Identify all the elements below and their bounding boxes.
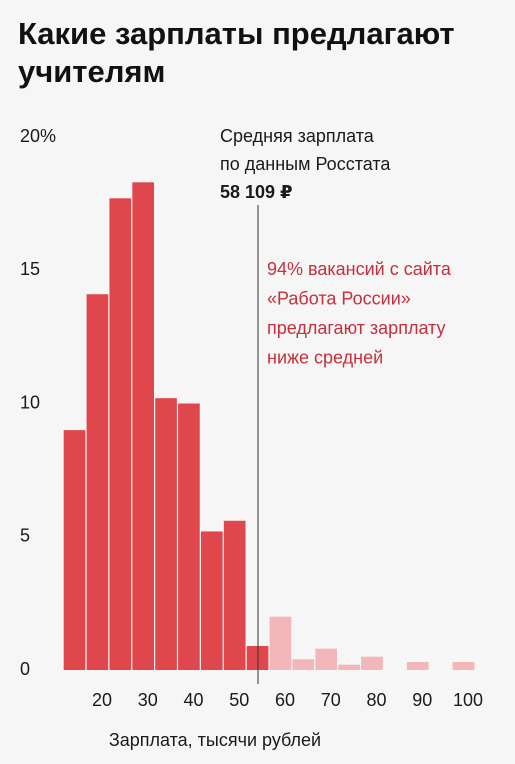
y-tick-label: 10: [20, 392, 40, 412]
x-tick-label: 60: [275, 690, 295, 710]
bar: [200, 531, 223, 670]
bar: [406, 662, 429, 670]
bar: [223, 520, 246, 670]
bar: [292, 659, 315, 670]
bar: [178, 403, 200, 670]
chart-title: Какие зарплаты предлагают: [18, 16, 455, 51]
bar: [315, 648, 338, 670]
y-tick-label: 5: [20, 526, 30, 546]
x-tick-label: 30: [138, 690, 158, 710]
x-axis-label: Зарплата, тысячи рублей: [109, 730, 321, 750]
note: 94% вакансий с сайта: [267, 259, 452, 279]
y-tick-label: 15: [20, 259, 40, 279]
x-tick-label: 40: [183, 690, 203, 710]
note: «Работа России»: [267, 288, 411, 308]
bar: [338, 664, 360, 670]
bar: [63, 430, 86, 670]
bar: [155, 398, 177, 670]
x-tick-label: 70: [321, 690, 341, 710]
note: предлагают зарплату: [267, 318, 446, 338]
bar: [452, 662, 475, 670]
x-tick-label: 20: [92, 690, 112, 710]
y-tick-label: 20%: [20, 126, 56, 146]
x-tick-label: 90: [412, 690, 432, 710]
note: ниже средней: [267, 347, 383, 367]
bar: [132, 182, 155, 670]
chart-title: учителям: [18, 54, 165, 89]
bar: [361, 656, 383, 670]
bar: [86, 294, 109, 670]
bar: [269, 616, 292, 670]
mean-annotation: 58 109 ₽: [220, 182, 293, 202]
mean-annotation: по данным Росстата: [220, 154, 391, 174]
mean-annotation: Средняя зарплата: [220, 126, 375, 146]
bar: [109, 198, 132, 671]
x-tick-label: 80: [367, 690, 387, 710]
x-tick-label: 100: [453, 690, 483, 710]
y-tick-label: 0: [20, 659, 30, 679]
x-tick-label: 50: [229, 690, 249, 710]
